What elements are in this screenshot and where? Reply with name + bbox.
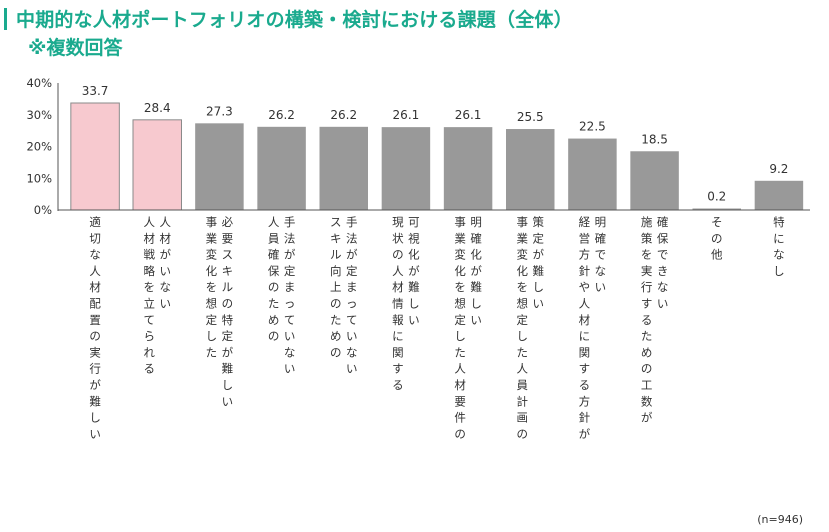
category-label: スキル向上のための: [330, 215, 342, 359]
category-label: 特になし: [773, 215, 785, 278]
bar: [443, 127, 493, 210]
data-label: 0.2: [707, 190, 726, 204]
category-label: 必要スキルの特定が難しい: [222, 215, 234, 408]
data-label: 18.5: [641, 132, 668, 146]
category-label: 手法が定まっていない: [346, 215, 358, 376]
bar: [381, 127, 431, 210]
bar: [692, 208, 741, 210]
y-tick-label: 0%: [34, 203, 52, 217]
category-label: 可視化が難しい: [408, 215, 420, 327]
bar: [568, 138, 617, 210]
data-label: 9.2: [769, 162, 788, 176]
y-tick-label: 10%: [26, 171, 52, 185]
bar: [506, 129, 555, 210]
bar: [70, 102, 120, 211]
bar: [630, 151, 679, 210]
bar: [195, 123, 244, 210]
category-label: 事業変化を想定した人員計画の: [517, 215, 529, 441]
chart-subtitle: ※複数回答: [28, 37, 123, 59]
bar: [319, 126, 368, 210]
data-label: 26.2: [268, 108, 295, 122]
category-label: 人材がいない: [160, 215, 172, 311]
sample-size-note: (n=946): [757, 513, 803, 526]
category-label: 策定が難しい: [533, 215, 545, 311]
category-label: 確保できない: [657, 215, 669, 311]
data-label: 26.1: [455, 108, 482, 122]
category-label: その他: [711, 215, 723, 262]
category-label: 事業変化を想定した人材要件の: [454, 215, 466, 441]
title-accent-bar: [4, 8, 7, 30]
chart-title: 中期的な人材ポートフォリオの構築・検討における課題（全体）: [16, 9, 573, 31]
category-label: 経営方針や人材に関する方針が: [579, 215, 591, 441]
data-label: 25.5: [517, 110, 544, 124]
y-tick-label: 20%: [26, 140, 52, 154]
data-label: 26.2: [330, 108, 357, 122]
data-label: 22.5: [579, 120, 606, 134]
category-label: 現状の人材情報に関する: [392, 215, 404, 392]
data-label: 26.1: [393, 108, 420, 122]
category-label: 手法が定まっていない: [284, 215, 296, 376]
y-tick-label: 40%: [26, 76, 52, 90]
category-label: 明確でない: [595, 215, 607, 294]
category-label: 明確化が難しい: [470, 215, 482, 327]
data-label: 28.4: [144, 101, 171, 115]
category-label: 施策を実行するための工数が: [641, 215, 653, 425]
bar: [257, 126, 306, 210]
category-label: 人員確保のための: [268, 215, 280, 343]
category-label: 人材戦略を立てられる: [144, 215, 156, 376]
category-label: 適切な人材配置の実行が難しい: [89, 215, 101, 441]
data-label: 27.3: [206, 104, 233, 118]
bar: [132, 119, 182, 211]
y-tick-label: 30%: [26, 108, 52, 122]
data-label: 33.7: [82, 84, 109, 98]
category-label: 事業変化を想定した: [206, 215, 218, 359]
bar: [754, 180, 804, 210]
